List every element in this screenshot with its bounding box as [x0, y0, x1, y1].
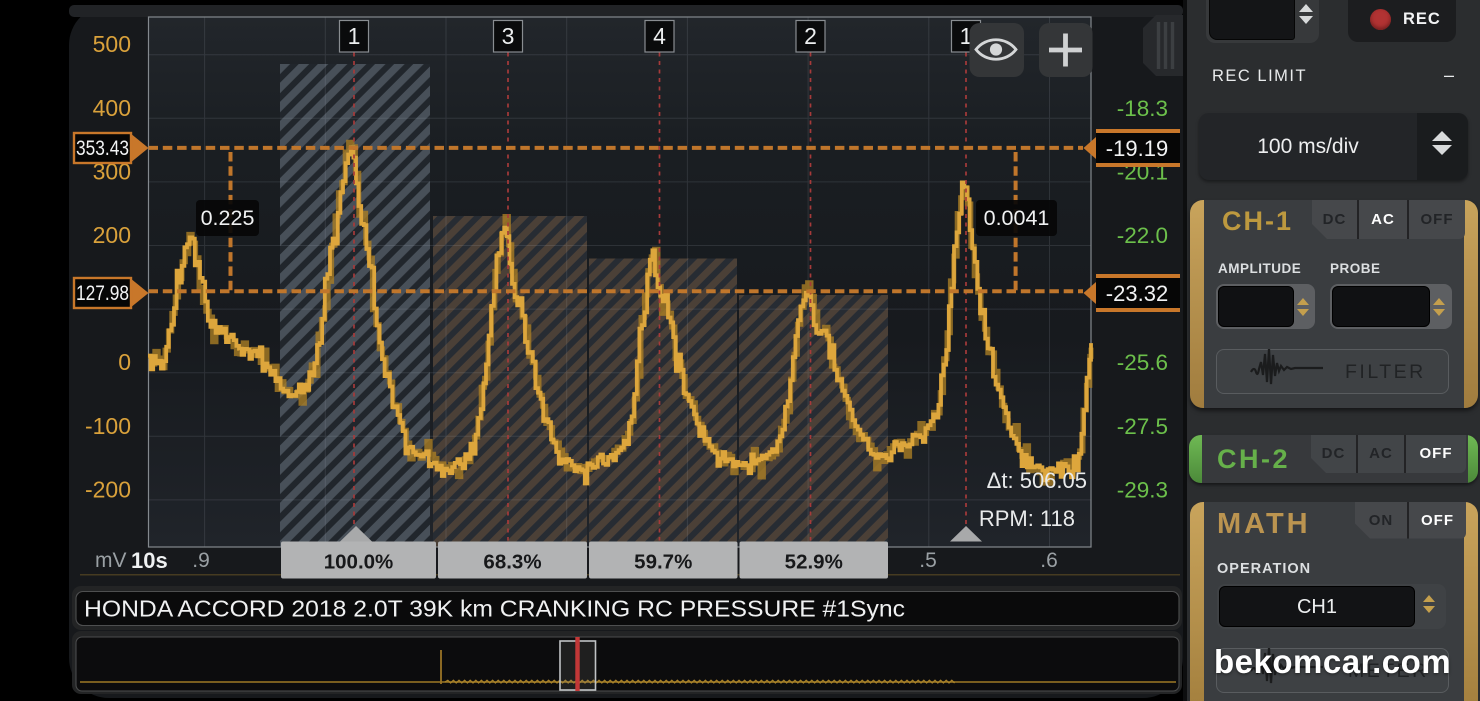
- svg-text:.6: .6: [1040, 549, 1058, 572]
- svg-text:.9: .9: [192, 549, 210, 572]
- svg-text:RPM: 118: RPM: 118: [979, 506, 1075, 531]
- svg-text:-29.3: -29.3: [1117, 477, 1168, 502]
- svg-text:127.98: 127.98: [76, 282, 129, 305]
- svg-text:400: 400: [93, 95, 131, 121]
- svg-text:-200: -200: [85, 476, 131, 502]
- svg-text:0.0041: 0.0041: [984, 206, 1050, 230]
- svg-text:-100: -100: [85, 413, 131, 439]
- svg-text:2: 2: [804, 23, 817, 49]
- svg-text:HONDA ACCORD 2018 2.0T 39K km: HONDA ACCORD 2018 2.0T 39K km CRANKING R…: [84, 596, 905, 622]
- svg-text:52.9%: 52.9%: [785, 551, 843, 574]
- svg-text:0.225: 0.225: [201, 206, 255, 230]
- svg-text:-23.32: -23.32: [1106, 281, 1168, 306]
- svg-text:0: 0: [118, 349, 131, 375]
- svg-text:-18.3: -18.3: [1117, 96, 1168, 121]
- svg-text:200: 200: [93, 222, 131, 248]
- svg-text:.5: .5: [919, 549, 937, 572]
- svg-text:100.0%: 100.0%: [324, 551, 394, 574]
- svg-text:68.3%: 68.3%: [483, 551, 541, 574]
- svg-text:-22.0: -22.0: [1117, 223, 1168, 248]
- svg-text:4: 4: [653, 23, 666, 49]
- svg-text:-19.19: -19.19: [1106, 136, 1168, 161]
- svg-text:1: 1: [960, 23, 973, 49]
- svg-text:59.7%: 59.7%: [634, 551, 692, 574]
- svg-text:500: 500: [93, 31, 131, 57]
- svg-text:-25.6: -25.6: [1117, 350, 1168, 375]
- svg-text:Δt: 506.05: Δt: 506.05: [987, 468, 1087, 493]
- svg-text:353.43: 353.43: [76, 137, 129, 160]
- svg-text:-27.5: -27.5: [1117, 414, 1168, 439]
- svg-text:mV: mV: [95, 549, 127, 572]
- svg-text:1: 1: [348, 23, 361, 49]
- svg-text:3: 3: [502, 23, 515, 49]
- svg-text:10s: 10s: [131, 548, 168, 573]
